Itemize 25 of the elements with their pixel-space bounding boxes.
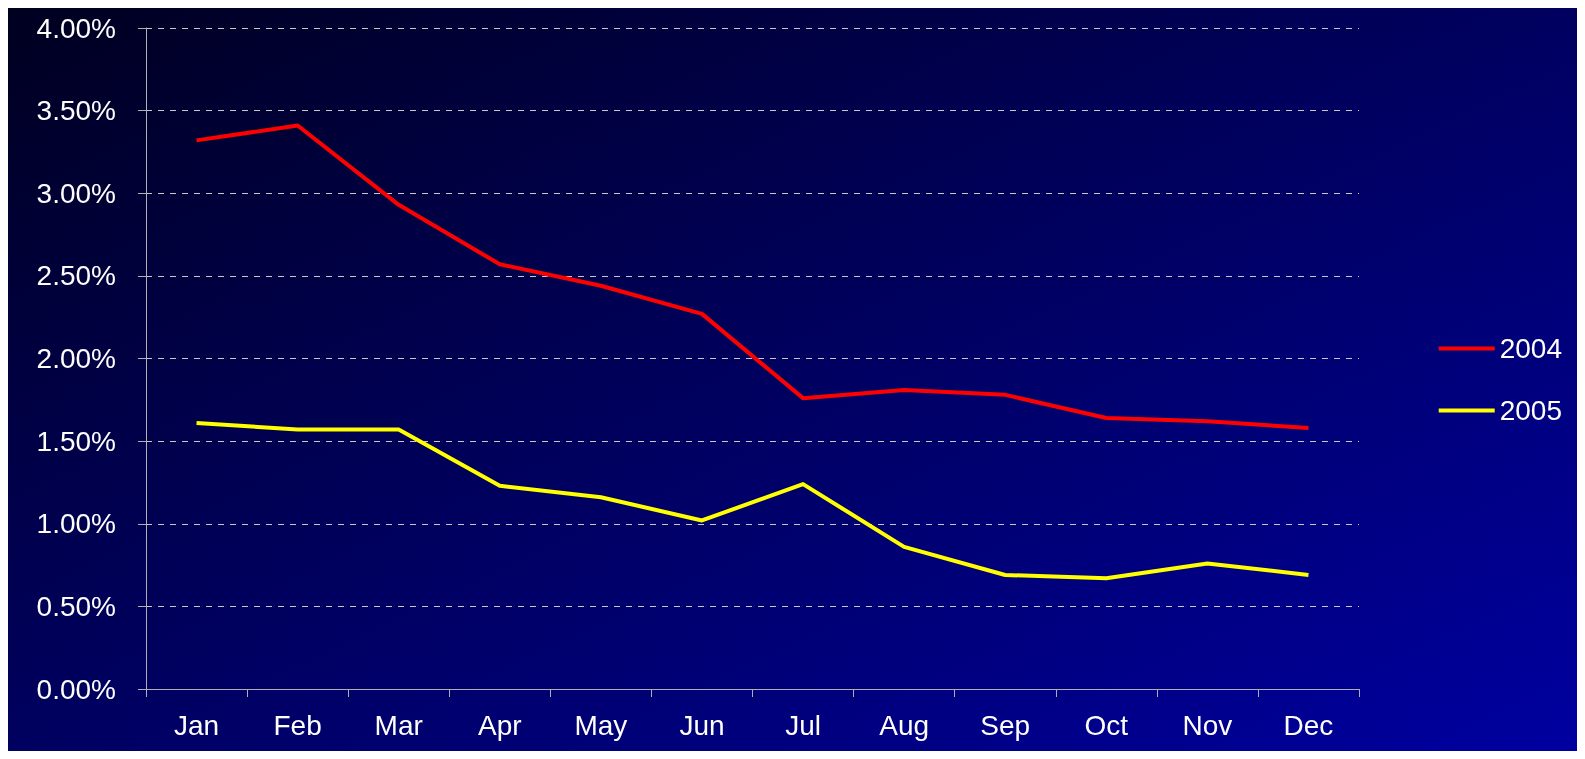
y-tick-label: 0.50% <box>36 590 116 622</box>
y-tick-label: 3.00% <box>36 177 116 209</box>
x-tick-label: Sep <box>980 709 1031 741</box>
y-tick-label: 0.00% <box>36 673 116 705</box>
x-tick-label: May <box>574 709 628 741</box>
y-tick-label: 4.00% <box>36 12 116 44</box>
x-tick-label: Dec <box>1283 709 1334 741</box>
x-tick-label: Jul <box>785 709 821 741</box>
x-tick-label: Aug <box>879 709 930 741</box>
x-tick-label: Apr <box>478 709 522 741</box>
legend-label: 2004 <box>1499 333 1563 364</box>
y-tick-label: 3.50% <box>36 95 116 127</box>
x-tick-label: Nov <box>1182 709 1233 741</box>
y-tick-label: 2.00% <box>36 343 116 374</box>
y-tick-label: 1.00% <box>36 508 116 540</box>
x-tick-label: Jun <box>679 709 725 741</box>
x-tick-label: Feb <box>273 709 322 741</box>
line-series <box>194 420 1311 581</box>
line-series <box>194 123 1311 430</box>
y-tick-label: 2.50% <box>36 260 116 292</box>
y-tick-label: 1.50% <box>36 425 116 457</box>
x-tick-label: Mar <box>374 709 423 741</box>
x-tick-label: Jan <box>173 709 220 741</box>
x-tick-label: Oct <box>1084 709 1129 741</box>
legend-label: 2005 <box>1499 395 1563 426</box>
